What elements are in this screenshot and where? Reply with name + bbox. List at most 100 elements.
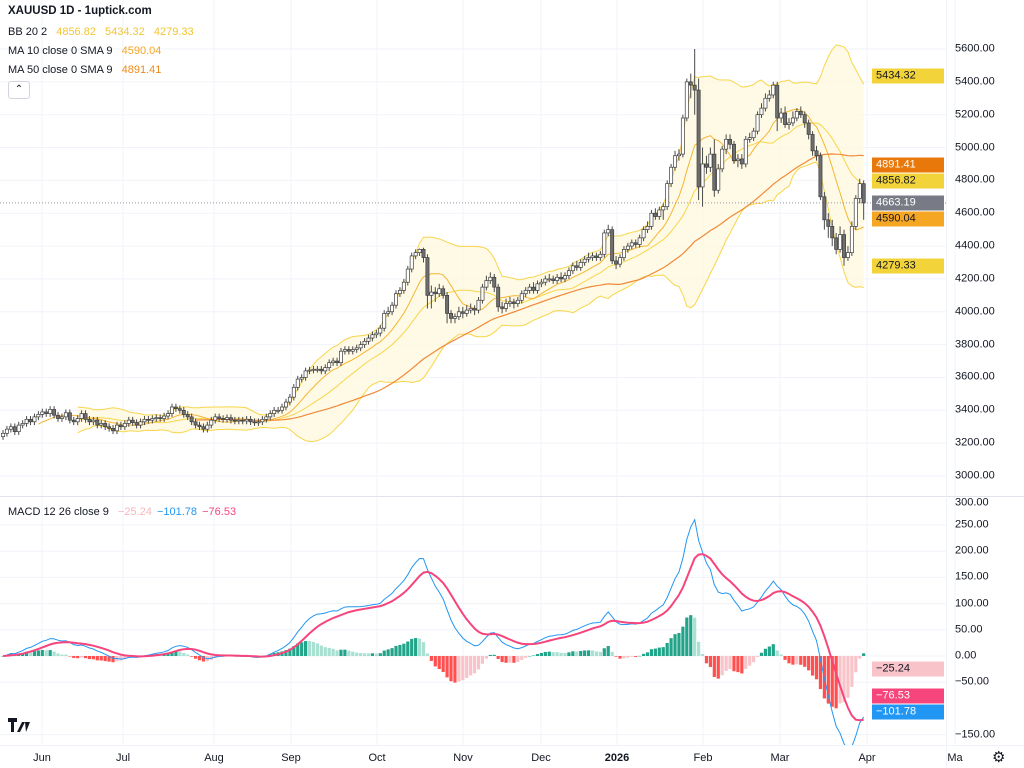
- candle-body-up: [276, 409, 281, 412]
- candle-body-up: [126, 419, 131, 424]
- candle: [358, 341, 363, 352]
- price-tag: 4279.33: [872, 258, 944, 274]
- candle-body-down: [861, 183, 866, 204]
- candle-body-up: [374, 332, 379, 336]
- macd-histogram-bar: [814, 656, 819, 680]
- macd-histogram-bar: [590, 650, 595, 656]
- candle-body-down: [130, 419, 135, 423]
- candle-body-up: [586, 257, 591, 260]
- candle-body-up: [484, 280, 489, 288]
- candle: [539, 278, 544, 288]
- candle: [712, 139, 717, 197]
- candle-body-up: [409, 255, 414, 270]
- macd-histogram-bar: [598, 651, 602, 656]
- candle-body-down: [610, 229, 615, 262]
- macd-histogram-bar: [496, 656, 500, 660]
- gear-icon[interactable]: ⚙: [992, 749, 1006, 766]
- candle-body-down: [83, 413, 88, 420]
- macd-histogram-bar: [779, 654, 783, 656]
- price-tag: 4590.04: [872, 211, 944, 227]
- candle: [453, 313, 457, 324]
- candle-body-up: [264, 416, 269, 420]
- candle-body-up: [32, 416, 37, 423]
- candle: [842, 229, 846, 266]
- ma50-legend[interactable]: MA 50 close 0 SMA 9 4891.41: [8, 64, 167, 76]
- macd-histogram-bar: [288, 648, 292, 656]
- candle-body-down: [158, 417, 163, 420]
- macd-histogram-bar: [80, 656, 84, 658]
- macd-histogram-bar: [465, 656, 469, 678]
- candle-body-up: [1, 432, 5, 437]
- candle-body-up: [735, 158, 740, 162]
- candle: [488, 272, 493, 284]
- macd-histogram-bar: [296, 643, 300, 656]
- collapse-legend-button[interactable]: ⌃: [8, 81, 30, 99]
- candle: [669, 163, 674, 187]
- candle: [386, 306, 391, 317]
- candle: [531, 282, 536, 294]
- price-axis-label: 5600.00: [955, 42, 995, 55]
- candle: [248, 416, 253, 426]
- macd-histogram-bar: [398, 644, 402, 656]
- candle-body-up: [166, 413, 171, 417]
- macd-histogram-bar: [520, 656, 524, 660]
- macd-histogram-bar: [170, 651, 174, 656]
- macd-histogram-bar: [665, 643, 669, 656]
- macd-histogram-bar: [559, 652, 563, 656]
- candle: [806, 119, 811, 140]
- candle-body-up: [519, 293, 524, 301]
- candle-body-up: [378, 327, 383, 334]
- candle-body-up: [680, 117, 685, 155]
- candle: [295, 375, 300, 391]
- candle: [154, 414, 159, 422]
- candle: [633, 239, 638, 248]
- candle-body-down: [511, 301, 516, 304]
- candle-body-up: [280, 406, 284, 411]
- macd-histogram-value: −25.24: [117, 506, 152, 518]
- macd-histogram-bar: [476, 656, 481, 670]
- candle: [232, 416, 237, 425]
- bb-legend[interactable]: BB 20 2 4856.82 5434.32 4279.33: [8, 26, 200, 38]
- candle: [445, 292, 450, 324]
- candle-body-up: [456, 311, 461, 318]
- price-tag: 4856.82: [872, 173, 944, 189]
- macd-histogram-bar: [394, 645, 398, 656]
- macd-histogram-bar: [531, 655, 536, 657]
- candle-body-up: [287, 396, 292, 403]
- candle: [162, 412, 167, 422]
- candle: [496, 283, 501, 312]
- tradingview-logo[interactable]: [8, 718, 32, 736]
- macd-histogram-bar: [28, 651, 33, 656]
- candle: [71, 416, 76, 426]
- macd-histogram-bar: [374, 653, 378, 656]
- macd-axis-label: 100.00: [955, 597, 989, 610]
- candle-body-down: [810, 134, 815, 152]
- price-tag: 5434.32: [872, 68, 944, 84]
- macd-axis-label: 0.00: [955, 649, 977, 662]
- macd-histogram-bar: [417, 638, 422, 656]
- candle-body-up: [48, 409, 53, 414]
- candle: [299, 374, 304, 383]
- candle-body-down: [425, 257, 430, 296]
- macd-histogram-bar: [610, 651, 614, 656]
- candle: [307, 366, 312, 375]
- macd-histogram-bar: [653, 648, 657, 656]
- macd-histogram-bar: [657, 647, 661, 656]
- time-axis-label: Sep: [281, 752, 301, 764]
- candle-body-up: [724, 138, 729, 150]
- macd-histogram-bar: [339, 649, 343, 656]
- macd-legend[interactable]: MACD 12 26 close 9 −25.24 −101.78 −76.53: [8, 506, 242, 518]
- candle-body-down: [496, 286, 501, 308]
- candle: [28, 416, 33, 426]
- macd-histogram-bar: [583, 650, 587, 656]
- candle: [661, 203, 666, 220]
- candle: [547, 273, 552, 283]
- ma10-legend[interactable]: MA 10 close 0 SMA 9 4590.04: [8, 45, 167, 57]
- candle: [641, 226, 646, 242]
- price-tag: 4891.41: [872, 157, 944, 173]
- candle: [40, 408, 45, 418]
- candle-body-up: [79, 413, 84, 419]
- candle: [688, 73, 693, 99]
- macd-histogram-bar: [602, 648, 606, 656]
